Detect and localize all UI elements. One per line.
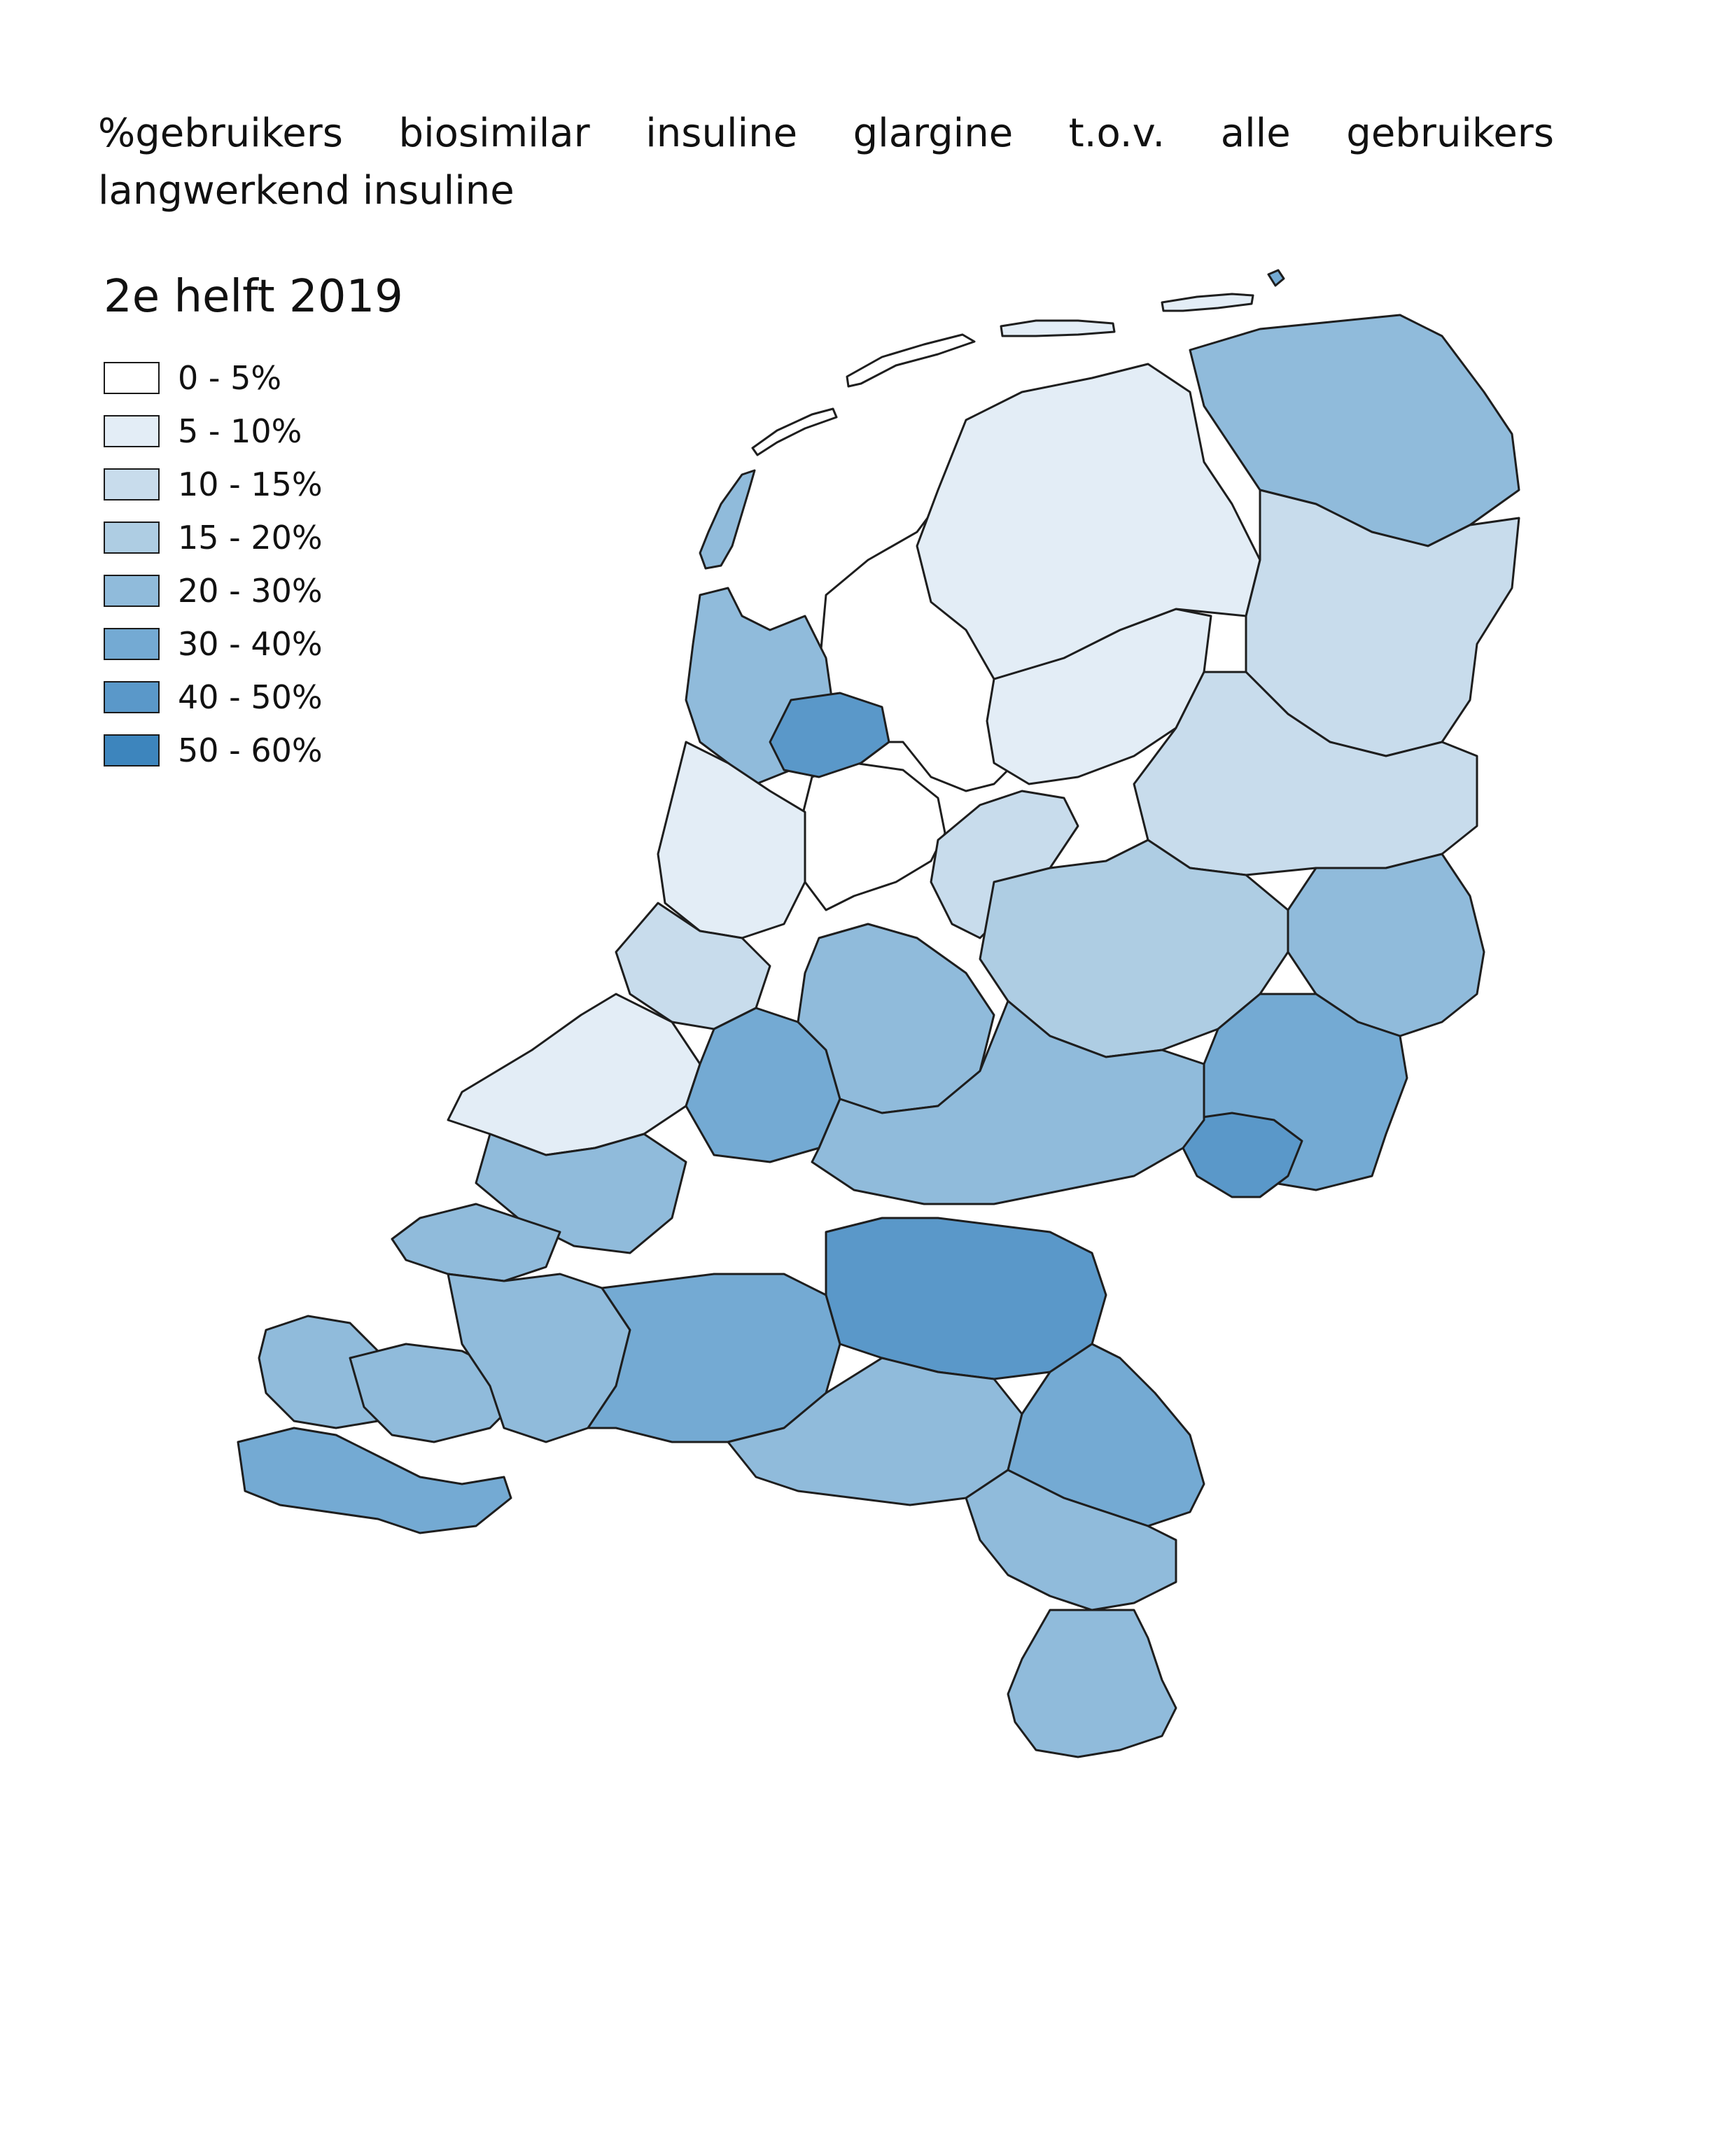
legend-item-0-5: 0 - 5% (104, 351, 323, 405)
markermeer (797, 762, 946, 911)
region-noord-holland-coast (657, 741, 806, 939)
legend-item-40-50: 40 - 50% (104, 671, 323, 724)
region-friesland (916, 363, 1261, 680)
wadden-islands (699, 269, 1285, 570)
region-midden-limburg (965, 1469, 1177, 1611)
legend-swatch (104, 628, 160, 660)
legend-item-15-20: 15 - 20% (104, 511, 323, 564)
region-zeeland-north (391, 1203, 561, 1282)
island-texel (699, 469, 756, 570)
map-subtitle: 2e helft 2019 (104, 271, 403, 323)
region-zeeuws-vlaanderen (237, 1427, 512, 1534)
legend: 0 - 5% 5 - 10% 10 - 15% 15 - 20% 20 - 30… (104, 351, 323, 777)
region-noord-holland-middle (769, 692, 890, 778)
region-gelderland-river (811, 1000, 1205, 1205)
regions (237, 314, 1520, 1758)
legend-swatch (104, 681, 160, 713)
legend-label: 15 - 20% (178, 519, 323, 556)
legend-item-20-30: 20 - 30% (104, 564, 323, 617)
legend-item-30-40: 30 - 40% (104, 617, 323, 671)
legend-swatch (104, 415, 160, 447)
legend-swatch (104, 734, 160, 766)
region-zuid-limburg (1007, 1609, 1177, 1758)
legend-label: 20 - 30% (178, 572, 323, 610)
legend-label: 10 - 15% (178, 465, 323, 503)
legend-item-50-60: 50 - 60% (104, 724, 323, 777)
legend-swatch (104, 362, 160, 394)
region-achterhoek (1182, 1112, 1303, 1198)
legend-label: 0 - 5% (178, 359, 282, 397)
legend-swatch (104, 522, 160, 554)
legend-label: 40 - 50% (178, 678, 323, 716)
legend-label: 30 - 40% (178, 625, 323, 663)
region-groningen (1189, 314, 1520, 547)
legend-swatch (104, 468, 160, 500)
map-title: %gebruikers biosimilar insuline glargine… (98, 111, 1554, 214)
island-vlieland (751, 407, 838, 456)
island-ameland (1000, 319, 1116, 337)
legend-label: 5 - 10% (178, 412, 302, 450)
island-terschelling (846, 333, 976, 388)
island-schiermonnikoog (1161, 293, 1254, 312)
region-zuid-holland-coast (447, 993, 701, 1156)
region-drenthe (1245, 489, 1520, 757)
island-rottumeroog (1267, 269, 1285, 287)
legend-item-5-10: 5 - 10% (104, 405, 323, 458)
legend-label: 50 - 60% (178, 732, 323, 769)
region-brabant-east (825, 1217, 1107, 1380)
legend-swatch (104, 575, 160, 607)
legend-item-10-15: 10 - 15% (104, 458, 323, 511)
